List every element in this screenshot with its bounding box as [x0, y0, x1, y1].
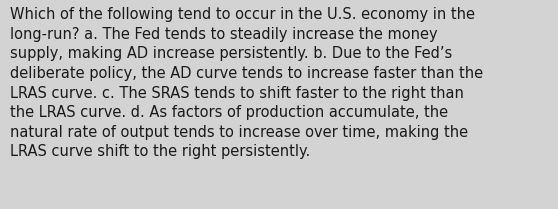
- Text: Which of the following tend to occur in the U.S. economy in the
long-run? a. The: Which of the following tend to occur in …: [10, 7, 483, 159]
